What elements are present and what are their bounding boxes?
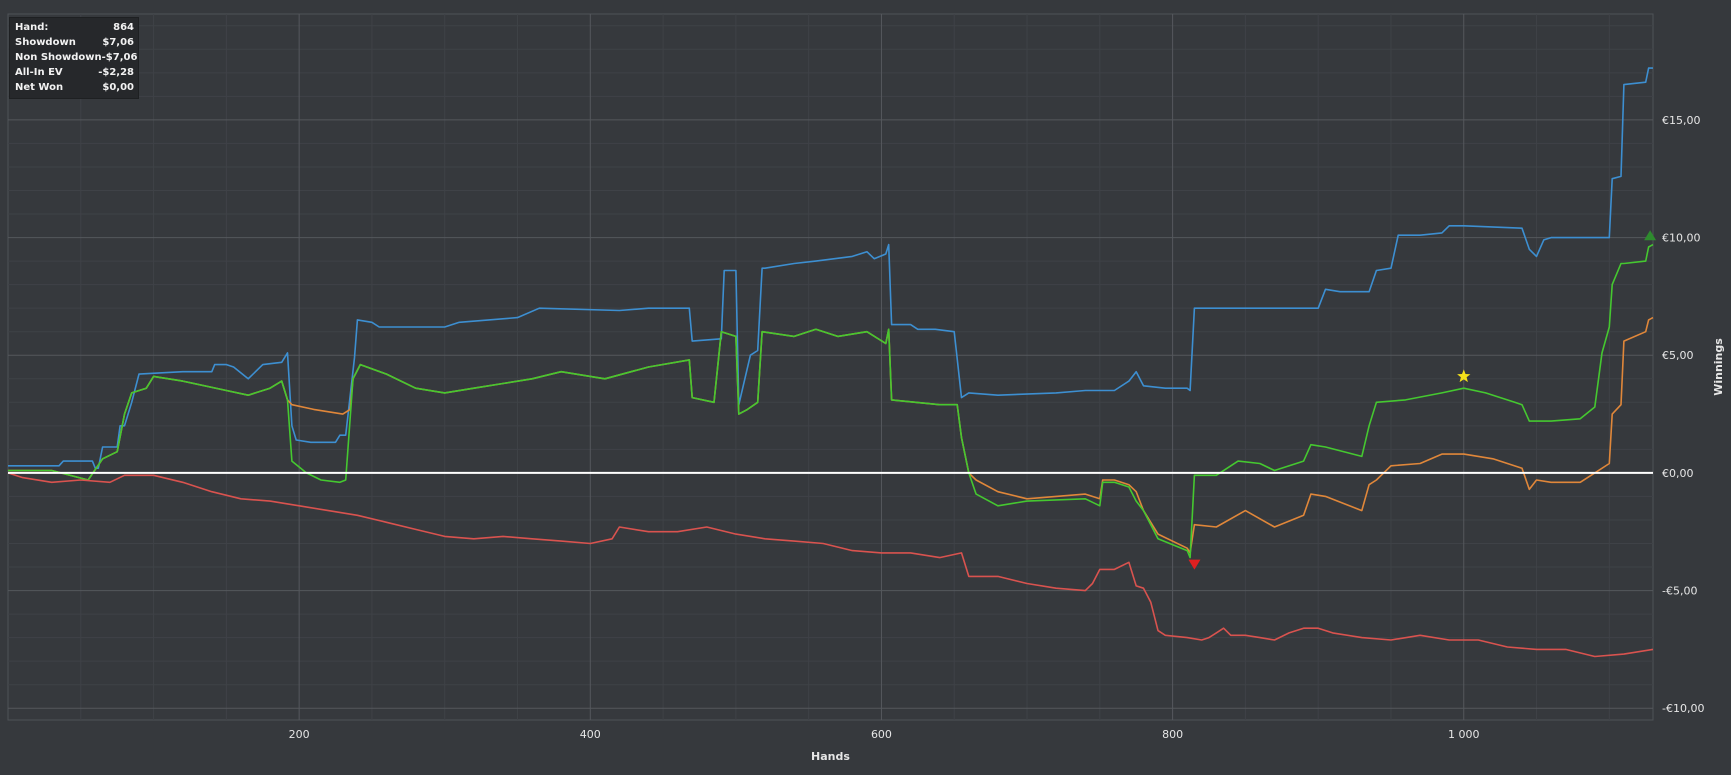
stat-value: $7,06 [102,37,134,48]
triangle-up-marker [1644,230,1657,241]
stat-row-hand: Hand: 864 [15,20,134,35]
series-line-2 [8,243,1654,559]
y-tick-label: €0,00 [1662,467,1694,480]
stat-value: -$7,06 [101,52,138,63]
markers-layer [1188,230,1657,570]
y-tick-label: €10,00 [1662,232,1701,245]
stat-label: All-In EV [15,67,63,78]
stat-value: $0,00 [102,82,134,93]
series-line-3 [7,472,1654,658]
stat-label: Showdown [15,37,76,48]
series-line-1 [8,316,1654,554]
series-layer [7,67,1654,658]
triangle-down-marker [1188,559,1201,570]
stat-value: 864 [113,22,134,33]
plot-frame [7,13,1654,721]
stats-panel: Hand: 864 Showdown $7,06 Non Showdown -$7,0… [9,17,139,99]
stat-row-showdown: Showdown $7,06 [15,35,134,50]
grid-lines [7,13,1654,721]
stat-row-net-won: Net Won $0,00 [15,80,134,95]
y-tick-label: €5,00 [1662,349,1694,362]
stat-row-allin-ev: All-In EV -$2,28 [15,65,134,80]
series-line-0 [8,67,1653,469]
stat-row-non-showdown: Non Showdown -$7,06 [15,50,137,65]
y-tick-label: €15,00 [1662,114,1701,127]
x-tick-label: 800 [1162,728,1183,741]
tick-labels: 200 400 600 800 1 000 €15,00 €10,00 €5,00 €0,00 -… [289,114,1705,741]
stat-label: Net Won [15,82,64,93]
star-marker [1457,369,1471,383]
x-axis-title: Hands [811,750,850,763]
stat-label: Non Showdown [15,52,102,63]
y-axis-title: Winnings [1712,338,1725,396]
x-tick-label: 1 000 [1448,728,1480,741]
stat-value: -$2,28 [98,67,134,78]
stat-label: Hand: [15,22,49,33]
x-tick-label: 200 [289,728,310,741]
x-tick-label: 600 [871,728,892,741]
y-tick-label: -€5,00 [1662,585,1697,598]
y-tick-label: -€10,00 [1662,702,1704,715]
x-tick-label: 400 [580,728,601,741]
